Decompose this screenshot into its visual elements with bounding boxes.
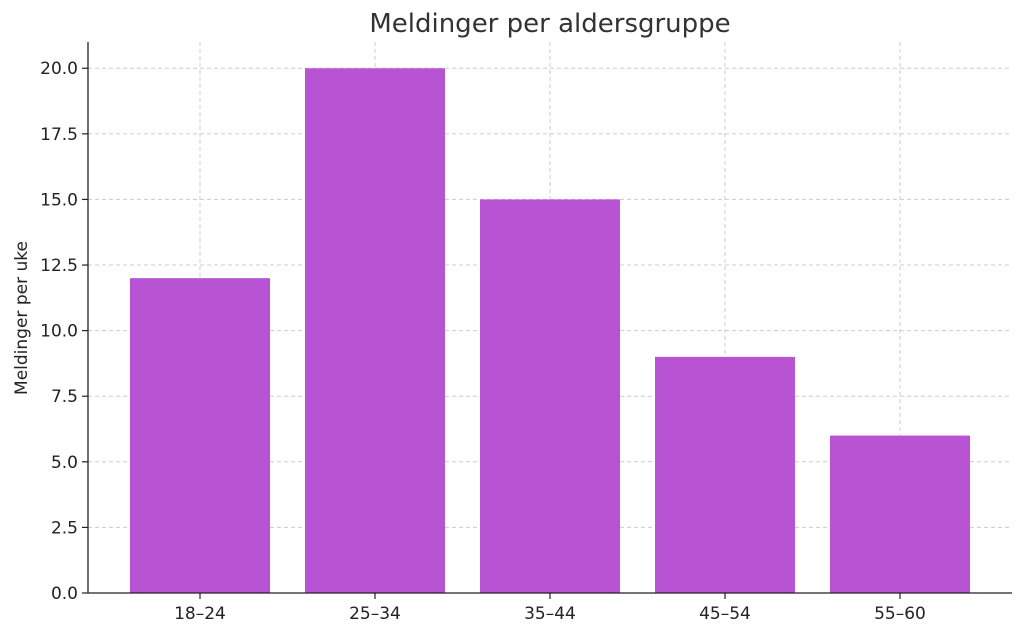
bar-18–24: [130, 278, 270, 593]
chart-title: Meldinger per aldersgruppe: [369, 9, 730, 39]
bars: [130, 68, 970, 593]
y-tick-label: 17.5: [40, 125, 78, 145]
bar-55–60: [830, 435, 970, 593]
y-tick-label: 5.0: [51, 453, 78, 473]
tick-labels: 0.0 2.5 5.0 7.5 10.0 12.5 15.0 17.5 20.0 18–24 25–…: [40, 59, 926, 624]
y-tick-label: 12.5: [40, 256, 78, 276]
y-tick-label: 15.0: [40, 190, 78, 210]
y-tick-label: 20.0: [40, 59, 78, 79]
x-tick-label: 25–34: [349, 604, 401, 624]
y-tick-label: 7.5: [51, 387, 78, 407]
axes: [82, 42, 1012, 599]
bar-35–44: [480, 199, 620, 593]
y-tick-label: 0.0: [51, 584, 78, 604]
x-tick-label: 18–24: [174, 604, 226, 624]
x-tick-label: 45–54: [699, 604, 751, 624]
y-tick-label: 2.5: [51, 518, 78, 538]
y-axis-label: Meldinger per uke: [12, 241, 32, 395]
y-tick-label: 10.0: [40, 322, 78, 342]
x-tick-label: 55–60: [874, 604, 926, 624]
x-tick-label: 35–44: [524, 604, 576, 624]
bar-45–54: [655, 356, 795, 593]
bar-25–34: [305, 68, 445, 593]
